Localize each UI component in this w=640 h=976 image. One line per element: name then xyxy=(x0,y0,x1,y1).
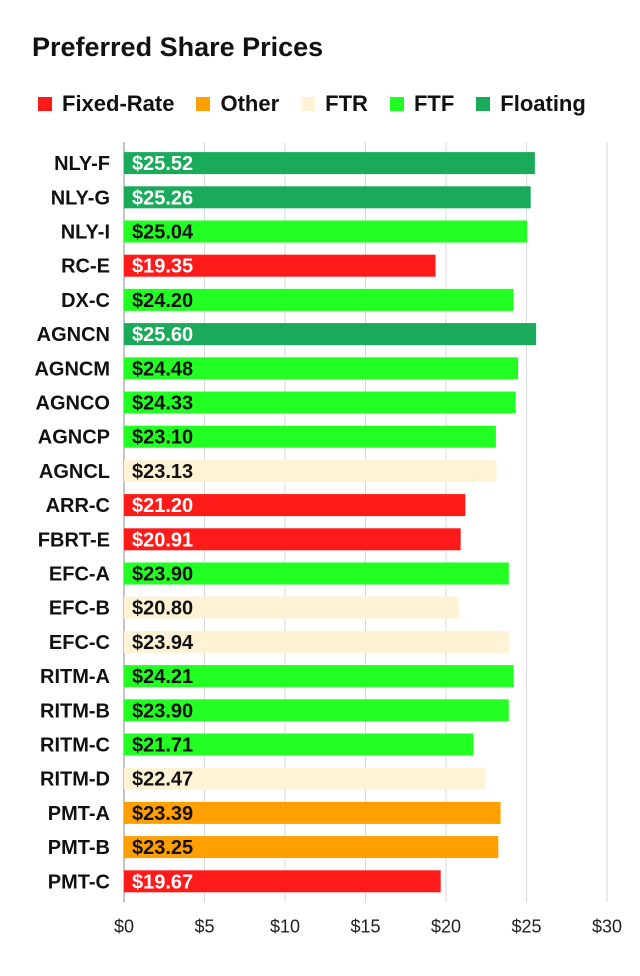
category-label: FBRT-E xyxy=(38,529,110,551)
x-tick-label: $30 xyxy=(592,916,622,936)
x-tick-label: $15 xyxy=(350,916,380,936)
x-tick-label: $20 xyxy=(431,916,461,936)
category-label: ARR-C xyxy=(46,495,110,517)
legend-item: Other xyxy=(196,91,279,117)
category-label: AGNCL xyxy=(39,461,110,483)
bar xyxy=(124,459,497,482)
category-label: EFC-A xyxy=(49,564,110,586)
legend-label: Floating xyxy=(500,91,586,116)
x-tick-label: $5 xyxy=(194,916,214,936)
data-label: $24.21 xyxy=(132,666,193,688)
legend-label: FTR xyxy=(325,91,368,116)
category-label: RITM-D xyxy=(40,769,110,791)
legend-swatch xyxy=(301,97,316,111)
bar xyxy=(124,323,537,346)
legend-item: FTF xyxy=(389,91,455,117)
legend-swatch xyxy=(196,97,211,111)
legend-label: Other xyxy=(220,91,280,116)
data-label: $25.52 xyxy=(132,153,193,175)
category-label: NLY-F xyxy=(54,153,110,175)
category-label: PMT-A xyxy=(48,803,110,825)
bar xyxy=(124,801,501,824)
data-label: $19.67 xyxy=(132,871,193,893)
category-label: RITM-B xyxy=(40,700,110,722)
bar xyxy=(124,357,519,380)
category-label: PMT-C xyxy=(48,871,110,893)
data-label: $23.90 xyxy=(132,700,193,722)
x-tick-label: $0 xyxy=(114,916,134,936)
data-label: $25.04 xyxy=(132,222,194,244)
data-label: $23.94 xyxy=(132,632,194,654)
legend-item: Fixed-Rate xyxy=(38,91,174,117)
bar xyxy=(124,288,514,311)
data-label: $24.48 xyxy=(132,358,193,380)
bar xyxy=(124,186,531,209)
bar xyxy=(124,733,474,756)
bar xyxy=(124,220,528,243)
legend-swatch xyxy=(38,97,52,111)
category-label: AGNCO xyxy=(36,393,110,415)
data-label: $21.71 xyxy=(132,735,193,757)
legend-swatch xyxy=(389,97,404,111)
data-label: $23.39 xyxy=(132,803,193,825)
data-label: $21.20 xyxy=(132,495,193,517)
data-label: $23.90 xyxy=(132,564,193,586)
data-label: $20.91 xyxy=(132,529,193,551)
bar xyxy=(124,494,466,517)
bar xyxy=(124,699,509,722)
category-label: RITM-A xyxy=(40,666,110,688)
bar xyxy=(124,254,436,277)
data-label: $19.35 xyxy=(132,256,193,278)
data-label: $20.80 xyxy=(132,598,193,620)
category-label: RITM-C xyxy=(40,735,110,757)
legend-swatch xyxy=(476,97,491,111)
legend-item: FTR xyxy=(301,91,368,117)
bar xyxy=(124,665,514,688)
data-label: $25.26 xyxy=(132,187,193,209)
bar xyxy=(124,630,510,653)
category-label: AGNCN xyxy=(37,324,110,346)
bar xyxy=(124,152,535,175)
data-label: $22.47 xyxy=(132,769,193,791)
legend-label: Fixed-Rate xyxy=(62,91,175,116)
chart-title: Preferred Share Prices xyxy=(32,32,324,62)
bar xyxy=(124,767,486,790)
category-label: EFC-C xyxy=(49,632,110,654)
x-tick-label: $10 xyxy=(270,916,300,936)
category-label: PMT-B xyxy=(48,837,110,859)
category-label: NLY-G xyxy=(51,187,110,209)
x-tick-label: $25 xyxy=(511,916,541,936)
data-label: $25.60 xyxy=(132,324,193,346)
bar xyxy=(124,528,461,551)
bar xyxy=(124,425,496,448)
bar xyxy=(124,870,441,893)
bar xyxy=(124,562,509,585)
legend: Fixed-Rate Other FTR FTF Floating xyxy=(38,89,608,119)
bar xyxy=(124,391,516,414)
data-label: $24.20 xyxy=(132,290,193,312)
data-label: $23.25 xyxy=(132,837,193,859)
category-label: AGNCM xyxy=(34,358,110,380)
category-label: DX-C xyxy=(61,290,110,312)
category-label: EFC-B xyxy=(49,598,110,620)
data-label: $23.13 xyxy=(132,461,193,483)
category-label: NLY-I xyxy=(61,222,110,244)
legend-item: Floating xyxy=(476,91,586,117)
data-label: $24.33 xyxy=(132,393,193,415)
category-label: RC-E xyxy=(61,256,110,278)
bar xyxy=(124,596,459,619)
category-label: AGNCP xyxy=(38,427,110,449)
legend-label: FTF xyxy=(413,91,455,116)
data-label: $23.10 xyxy=(132,427,193,449)
bar xyxy=(124,836,499,859)
